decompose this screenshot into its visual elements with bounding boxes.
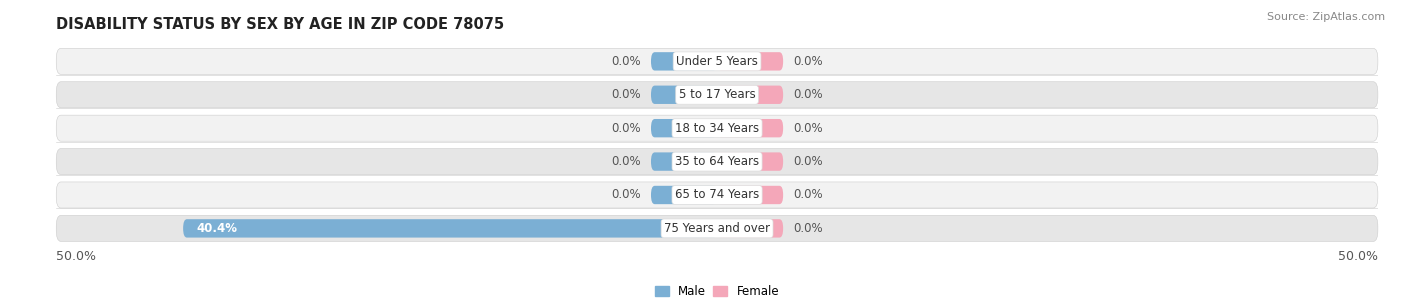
Text: 0.0%: 0.0% [794,55,824,68]
Text: 0.0%: 0.0% [610,55,640,68]
Text: 35 to 64 Years: 35 to 64 Years [675,155,759,168]
Legend: Male, Female: Male, Female [650,281,785,303]
FancyBboxPatch shape [651,119,717,137]
FancyBboxPatch shape [717,52,783,70]
FancyBboxPatch shape [717,86,783,104]
Text: Under 5 Years: Under 5 Years [676,55,758,68]
Text: 0.0%: 0.0% [610,88,640,101]
FancyBboxPatch shape [717,152,783,171]
FancyBboxPatch shape [183,219,717,238]
FancyBboxPatch shape [651,86,717,104]
Text: 0.0%: 0.0% [794,88,824,101]
Text: 50.0%: 50.0% [56,250,96,263]
FancyBboxPatch shape [717,219,783,238]
Text: 65 to 74 Years: 65 to 74 Years [675,188,759,202]
Text: 0.0%: 0.0% [610,188,640,202]
FancyBboxPatch shape [56,149,1378,174]
Text: Source: ZipAtlas.com: Source: ZipAtlas.com [1267,12,1385,22]
FancyBboxPatch shape [651,52,717,70]
Text: 75 Years and over: 75 Years and over [664,222,770,235]
Text: DISABILITY STATUS BY SEX BY AGE IN ZIP CODE 78075: DISABILITY STATUS BY SEX BY AGE IN ZIP C… [56,16,505,31]
Text: 0.0%: 0.0% [794,188,824,202]
FancyBboxPatch shape [717,119,783,137]
FancyBboxPatch shape [56,115,1378,141]
FancyBboxPatch shape [651,186,717,204]
Text: 0.0%: 0.0% [794,155,824,168]
FancyBboxPatch shape [56,215,1378,242]
Text: 0.0%: 0.0% [794,222,824,235]
FancyBboxPatch shape [651,152,717,171]
Text: 5 to 17 Years: 5 to 17 Years [679,88,755,101]
FancyBboxPatch shape [56,182,1378,208]
FancyBboxPatch shape [56,82,1378,108]
FancyBboxPatch shape [717,186,783,204]
Text: 0.0%: 0.0% [610,122,640,135]
Text: 50.0%: 50.0% [1339,250,1378,263]
FancyBboxPatch shape [56,48,1378,74]
Text: 0.0%: 0.0% [610,155,640,168]
Text: 0.0%: 0.0% [794,122,824,135]
Text: 18 to 34 Years: 18 to 34 Years [675,122,759,135]
Text: 40.4%: 40.4% [197,222,238,235]
